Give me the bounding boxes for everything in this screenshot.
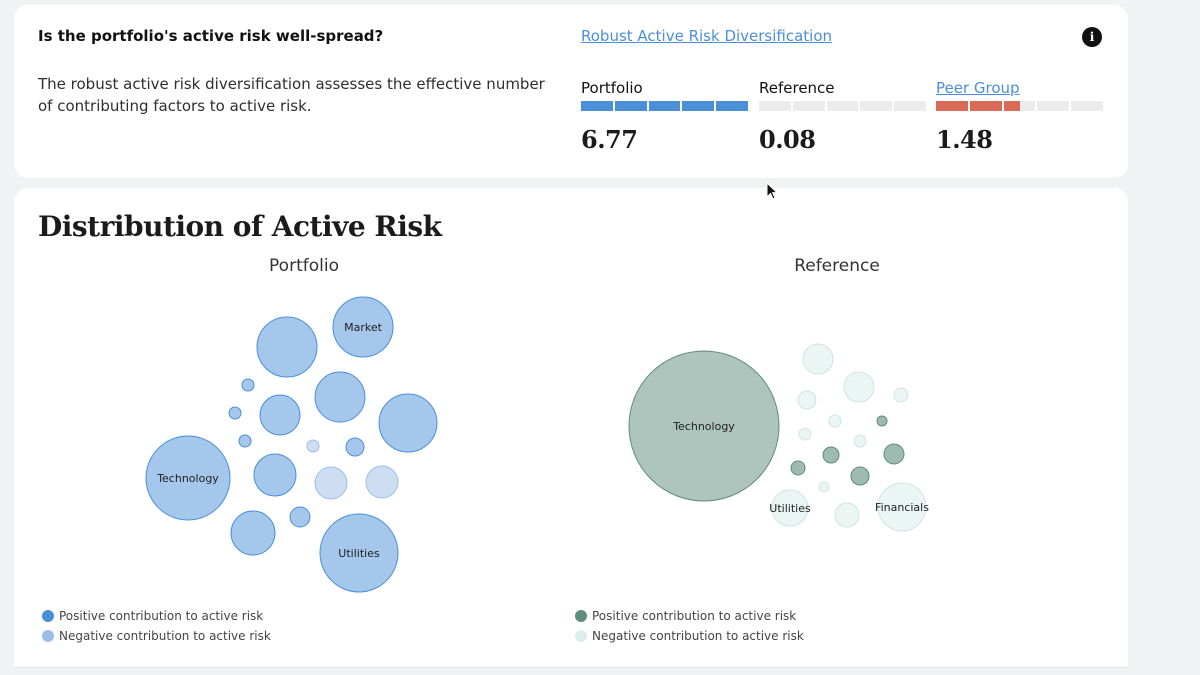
metric-bar [581, 101, 748, 111]
bar-segment-divider [713, 101, 716, 111]
bubble[interactable] [853, 434, 867, 448]
question-title: Is the portfolio's active risk well-spre… [38, 27, 384, 45]
bubble[interactable] [893, 387, 909, 403]
legend-label: Negative contribution to active risk [592, 629, 804, 643]
reference-legend: Positive contribution to active risk Neg… [575, 606, 804, 646]
bubble[interactable] [256, 316, 318, 378]
metric-value: 1.48 [936, 125, 993, 154]
bar-segment-divider [968, 101, 971, 111]
bubble-label: Technology [672, 420, 735, 433]
bubble-label: Financials [875, 501, 929, 514]
bubble[interactable] [259, 394, 301, 436]
distribution-title: Distribution of Active Risk [38, 210, 442, 243]
metric-portfolio: Portfolio 6.77 [581, 78, 748, 154]
bubble[interactable] [834, 502, 860, 528]
bar-segment-divider [824, 101, 827, 111]
bubble[interactable] [850, 466, 870, 486]
bubble[interactable] [253, 453, 297, 497]
bubble[interactable] [843, 371, 875, 403]
negative-dot [575, 630, 587, 642]
bubble[interactable] [883, 443, 905, 465]
bubble-label: Utilities [769, 502, 811, 515]
metric-reference: Reference 0.08 [759, 78, 926, 154]
legend-label: Negative contribution to active risk [59, 629, 271, 643]
bar-segment-divider [1001, 101, 1004, 111]
peer-group-link[interactable]: Peer Group [936, 79, 1020, 97]
metric-label: Portfolio [581, 79, 643, 97]
reference-panel-title: Reference [794, 256, 880, 276]
diversification-card: Is the portfolio's active risk well-spre… [14, 5, 1128, 178]
metric-bar [759, 101, 926, 111]
metric-value: 6.77 [581, 125, 638, 154]
bubble[interactable] [802, 343, 834, 375]
bubble[interactable] [319, 513, 399, 593]
negative-dot [42, 630, 54, 642]
bubble[interactable] [828, 414, 842, 428]
mouse-cursor [766, 182, 778, 200]
legend-label: Positive contribution to active risk [592, 609, 797, 623]
bubble[interactable] [230, 510, 276, 556]
positive-dot [42, 610, 54, 622]
metric-value: 0.08 [759, 125, 816, 154]
positive-dot [575, 610, 587, 622]
reference-bubble-chart: Technology Utilities Financials [628, 343, 929, 532]
metric-peer-group: Peer Group 1.48 [936, 78, 1103, 154]
bubble[interactable] [822, 446, 840, 464]
bubble[interactable] [145, 435, 231, 521]
distribution-card: Distribution of Active Risk Portfolio Re… [14, 188, 1128, 668]
bubble[interactable] [790, 460, 806, 476]
portfolio-panel-title: Portfolio [269, 256, 339, 276]
bubble[interactable] [238, 434, 252, 448]
bubble[interactable] [228, 406, 242, 420]
question-description: The robust active risk diversification a… [38, 75, 545, 115]
bar-segment-divider [858, 101, 861, 111]
bar-segment-divider [891, 101, 894, 111]
legend-positive: Positive contribution to active risk [42, 606, 271, 626]
bubble[interactable] [628, 350, 780, 502]
bubble[interactable] [314, 371, 366, 423]
bubble[interactable] [818, 481, 830, 493]
bubble[interactable] [876, 415, 888, 427]
bubble[interactable] [877, 482, 927, 532]
bubble[interactable] [365, 465, 399, 499]
bar-segment-divider [1035, 101, 1038, 111]
bubble-label: Technology [156, 472, 219, 485]
bar-segment-divider [680, 101, 683, 111]
bar-segment-divider [613, 101, 616, 111]
metric-label: Reference [759, 79, 835, 97]
bubble[interactable] [289, 506, 311, 528]
bubble[interactable] [306, 439, 320, 453]
bubble[interactable] [771, 489, 809, 527]
bubble[interactable] [345, 437, 365, 457]
bubble[interactable] [797, 390, 817, 410]
info-icon[interactable]: i [1082, 27, 1102, 47]
bubble-charts: Technology Market Utilities Technology Util… [145, 296, 929, 593]
bubble[interactable] [332, 296, 394, 358]
portfolio-legend: Positive contribution to active risk Neg… [42, 606, 271, 646]
bar-segment-divider [791, 101, 794, 111]
bubble[interactable] [378, 393, 438, 453]
bar-segment-divider [1068, 101, 1071, 111]
legend-positive: Positive contribution to active risk [575, 606, 804, 626]
legend-negative: Negative contribution to active risk [575, 626, 804, 646]
bubble[interactable] [241, 378, 255, 392]
bubble-label: Market [344, 321, 382, 334]
bubble[interactable] [798, 427, 812, 441]
robust-diversification-link[interactable]: Robust Active Risk Diversification [581, 27, 833, 45]
bubble-label: Utilities [338, 547, 380, 560]
bar-segment-divider [646, 101, 649, 111]
bubble[interactable] [314, 466, 348, 500]
metric-bar [936, 101, 1103, 111]
legend-label: Positive contribution to active risk [59, 609, 264, 623]
legend-negative: Negative contribution to active risk [42, 626, 271, 646]
portfolio-bubble-chart: Technology Market Utilities [145, 296, 438, 593]
